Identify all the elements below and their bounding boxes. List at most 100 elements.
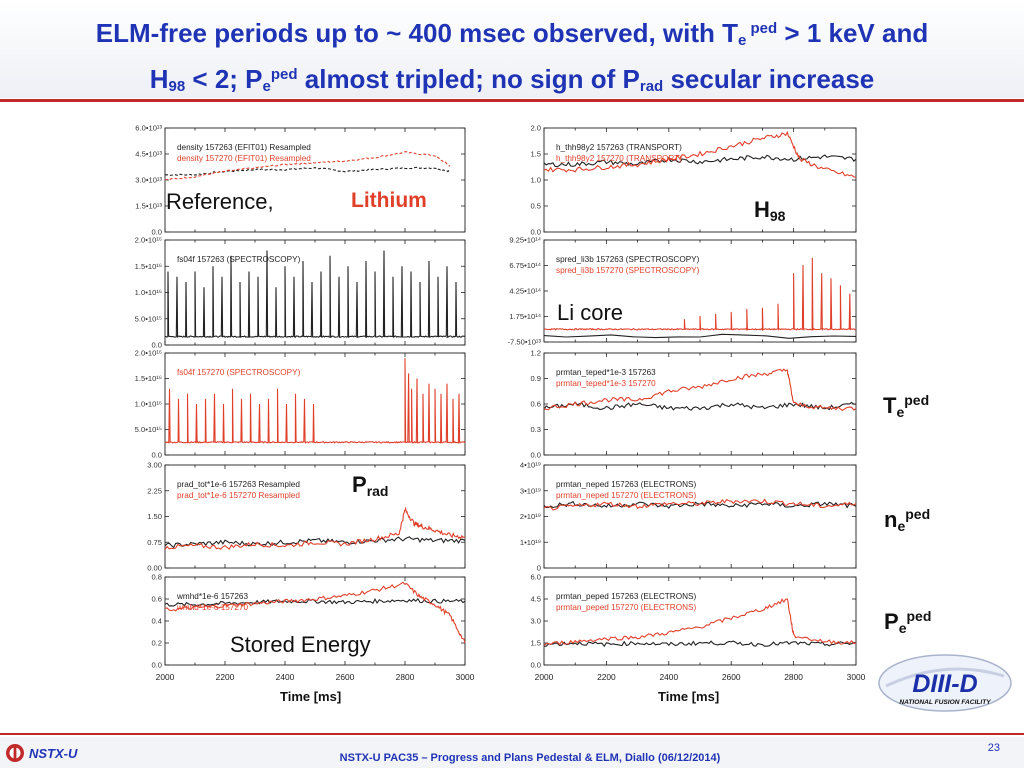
series-line-reference xyxy=(543,154,857,168)
y-tick-label: 4•10¹⁹ xyxy=(520,461,541,470)
footer-divider xyxy=(0,733,1024,735)
annotation-reference: Reference, xyxy=(166,189,274,214)
series-line-reference xyxy=(164,598,466,607)
annotation-h98: H98 xyxy=(754,197,786,224)
x-tick-label: 3000 xyxy=(456,672,475,682)
legend-entry: prmtan_teped*1e-3 157270 xyxy=(556,379,656,388)
y-tick-label: 2.0•10¹⁶ xyxy=(135,349,162,358)
y-tick-label: 1.0 xyxy=(530,176,541,185)
y-tick-label: 3.0•10¹³ xyxy=(135,176,162,185)
y-tick-label: 1.50 xyxy=(147,512,162,521)
x-tick-label: 2000 xyxy=(156,672,175,682)
y-tick-label: 0.2 xyxy=(151,639,162,648)
y-tick-label: 3.00 xyxy=(147,461,162,470)
y-tick-label: 0.5 xyxy=(530,202,541,211)
y-tick-label: 0.0 xyxy=(151,341,162,350)
annotation-li-core: Li core xyxy=(557,300,624,325)
series-line-lithium xyxy=(543,368,857,411)
annotation-stored-energy: Stored Energy xyxy=(230,632,371,657)
series-line-reference xyxy=(544,640,857,648)
series-line-reference xyxy=(164,166,451,177)
slide-title: ELM-free periods up to ~ 400 msec observ… xyxy=(0,0,1024,98)
y-tick-label: 0.4 xyxy=(151,617,162,626)
page-number: 23 xyxy=(987,742,1000,754)
y-tick-label: 3•10¹⁹ xyxy=(520,486,541,495)
annotation-prad: Prad xyxy=(352,472,389,499)
y-tick-label: 0.00 xyxy=(147,564,162,573)
title-line-2: H98 < 2; Peped almost tripled; no sign o… xyxy=(149,64,875,95)
title-line-1: ELM-free periods up to ~ 400 msec observ… xyxy=(95,18,929,49)
y-tick-label: 2.25 xyxy=(147,486,162,495)
legend-entry: spred_li3b 157263 (SPECTROSCOPY) xyxy=(556,255,700,264)
legend-entry: wmhd*1e-6 157270 xyxy=(176,603,248,612)
x-tick-label: 2000 xyxy=(535,672,554,682)
plot-frame xyxy=(543,576,857,666)
y-tick-label: 2•10¹⁹ xyxy=(520,512,541,521)
y-tick-label: 0.6 xyxy=(151,595,162,604)
series-line-lithium xyxy=(543,498,857,511)
y-tick-label: 1.5•10¹⁶ xyxy=(135,262,162,271)
y-tick-label: 5.0•10¹⁵ xyxy=(135,314,162,323)
y-tick-label: 1.0•10¹⁶ xyxy=(135,400,162,409)
y-tick-label: -7.50•10¹³ xyxy=(508,338,542,347)
y-tick-label: 0.0 xyxy=(151,451,162,460)
y-tick-label: 0.6 xyxy=(530,400,541,409)
legend-entry: wmhd*1e-6 157263 xyxy=(176,592,248,601)
y-tick-label: 0.0 xyxy=(151,661,162,670)
y-tick-label: 0.8 xyxy=(151,573,162,582)
nstx-u-logo: NSTX-U xyxy=(6,744,78,762)
y-tick-label: 6.0 xyxy=(530,573,541,582)
series-line-lithium xyxy=(164,151,451,181)
y-tick-label: 1.5•10¹³ xyxy=(135,202,162,211)
y-tick-label: 1.0•10¹⁶ xyxy=(135,288,162,297)
diii-d-logo-text: DIII-D xyxy=(912,670,977,698)
y-tick-label: 6.75•10¹⁴ xyxy=(509,261,541,270)
legend-entry: prad_tot*1e-6 157263 Resampled xyxy=(177,480,300,489)
x-tick-label: 3000 xyxy=(847,672,866,682)
legend-entry: h_thh98y2 157270 (TRANSPORT) xyxy=(556,154,682,163)
series-line-reference xyxy=(165,250,466,339)
legend-entry: h_thh98y2 157263 (TRANSPORT) xyxy=(556,143,682,152)
series-line-reference xyxy=(543,401,857,411)
series-line-lithium xyxy=(164,581,466,644)
y-tick-label: 9.25•10¹⁴ xyxy=(509,236,541,245)
annotation-pe-ped: Peped xyxy=(884,608,932,636)
x-tick-label: 2600 xyxy=(336,672,355,682)
y-tick-label: 1.5 xyxy=(530,639,541,648)
title-divider xyxy=(0,99,1024,102)
series-line-lithium xyxy=(543,130,857,178)
diii-d-logo: DIII-D NATIONAL FUSION FACILITY xyxy=(878,654,1012,712)
footer-text: NSTX-U PAC35 – Progress and Plans Pedest… xyxy=(339,752,721,764)
series-line-lithium xyxy=(543,257,857,332)
legend-entry: prmtan_peped 157263 (ELECTRONS) xyxy=(556,592,696,601)
legend-entry: prmtan_neped 157263 (ELECTRONS) xyxy=(556,480,696,489)
legend-entry: fs04f 157263 (SPECTROSCOPY) xyxy=(177,255,301,264)
nstx-u-logo-text: NSTX-U xyxy=(29,746,78,761)
y-tick-label: 1.2 xyxy=(530,349,541,358)
y-tick-label: 4.5 xyxy=(530,595,541,604)
series-line-reference xyxy=(164,536,466,549)
x-axis-label-left: Time [ms] xyxy=(280,689,342,704)
y-tick-label: 0.0 xyxy=(530,661,541,670)
legend-entry: spred_li3b 157270 (SPECTROSCOPY) xyxy=(556,266,700,275)
y-tick-label: 0.0 xyxy=(530,451,541,460)
legend-entry: prmtan_neped 157270 (ELECTRONS) xyxy=(556,491,696,500)
annotation-lithium: Lithium xyxy=(351,189,427,212)
y-tick-label: 1.5•10¹⁶ xyxy=(135,374,162,383)
x-tick-label: 2400 xyxy=(659,672,678,682)
series-line-lithium xyxy=(543,598,857,646)
y-tick-label: 1•10¹⁹ xyxy=(520,538,541,547)
legend-entry: prmtan_peped 157270 (ELECTRONS) xyxy=(556,603,696,612)
diii-d-logo-subtext: NATIONAL FUSION FACILITY xyxy=(899,699,991,706)
y-tick-label: 3.0 xyxy=(530,617,541,626)
y-tick-label: 1.75•10¹⁴ xyxy=(509,312,541,321)
y-tick-label: 0.75 xyxy=(147,538,162,547)
y-tick-label: 2.0•10¹⁶ xyxy=(135,236,162,245)
annotation-te-ped: Teped xyxy=(883,392,930,420)
y-tick-label: 5.0•10¹⁵ xyxy=(135,425,162,434)
series-line-reference xyxy=(543,333,857,339)
x-tick-label: 2200 xyxy=(597,672,616,682)
x-axis-label-right: Time [ms] xyxy=(658,689,720,704)
legend-entry: prad_tot*1e-6 157270 Resampled xyxy=(177,491,300,500)
